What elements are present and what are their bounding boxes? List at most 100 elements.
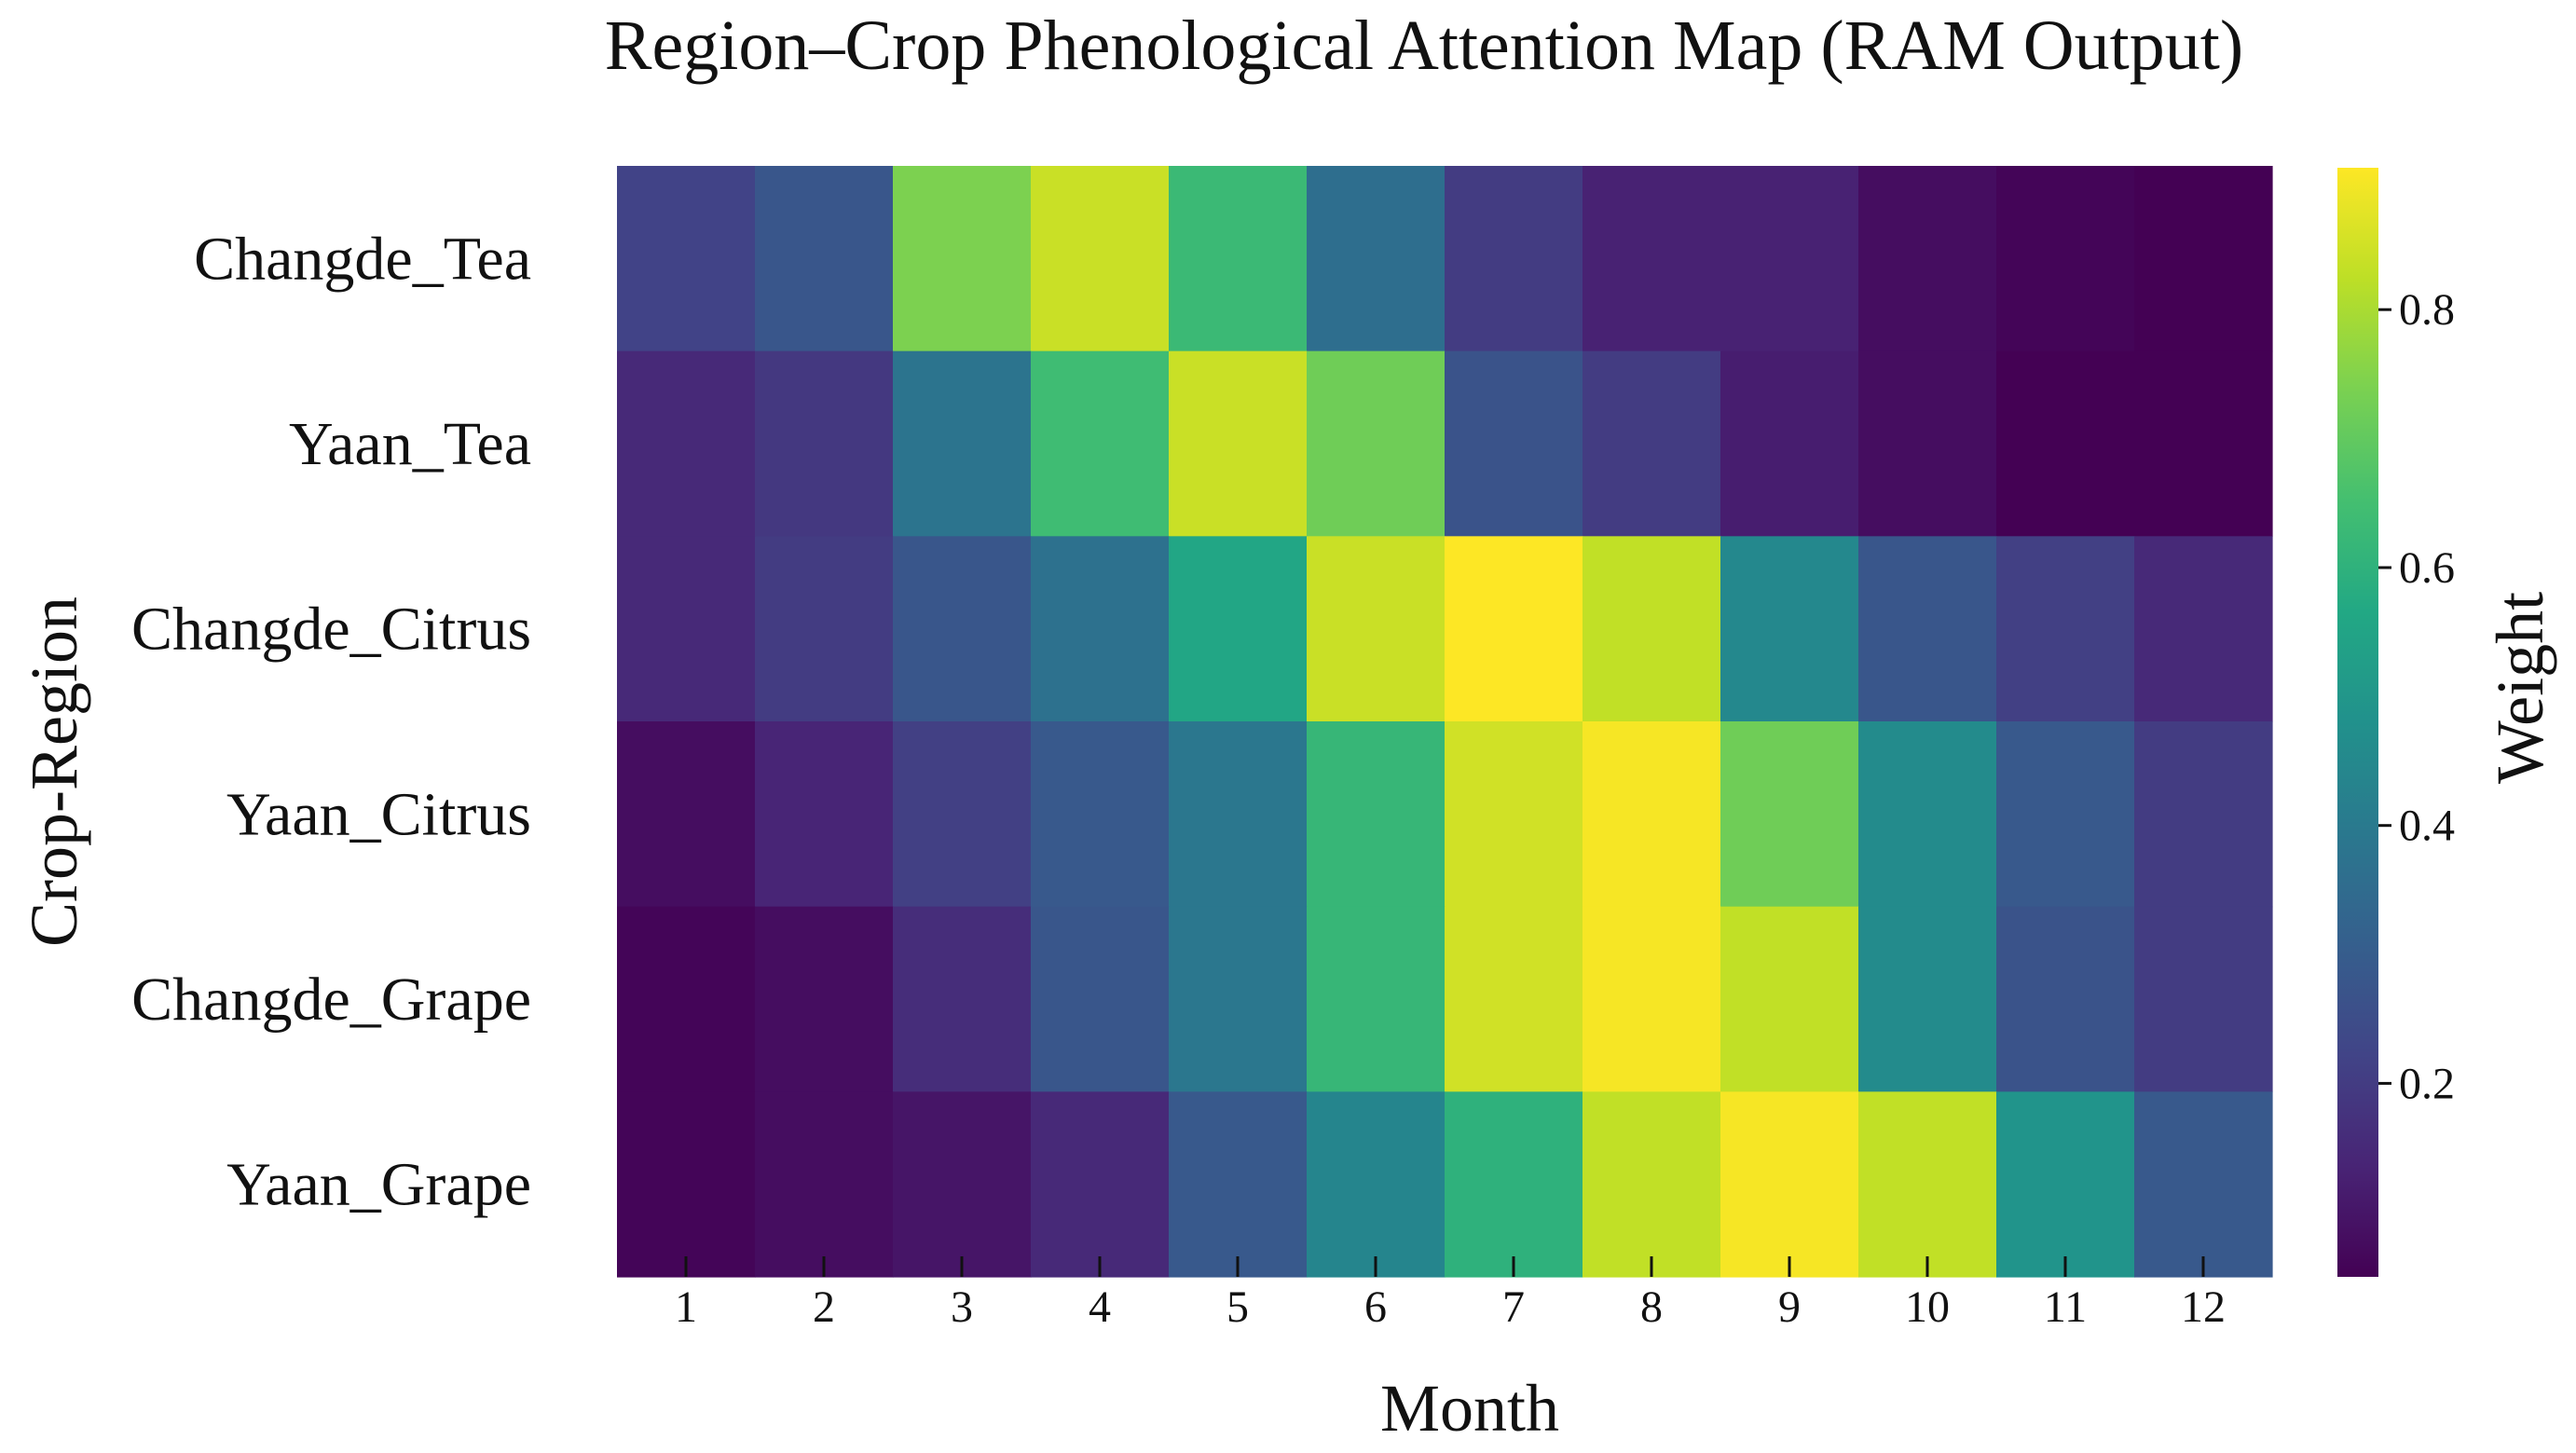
colorbar-tick-label: 0.4 [2399, 802, 2455, 851]
x-tick-label: 8 [1640, 1282, 1663, 1332]
heatmap-cell [1996, 536, 2135, 722]
heatmap-cells [617, 166, 2273, 1278]
heatmap-cell [893, 1091, 1032, 1278]
heatmap-cell [1307, 166, 1446, 352]
heatmap-cell [1583, 536, 1721, 722]
x-tick-label: 10 [1905, 1282, 1950, 1332]
chart-title: Region–Crop Phenological Attention Map (… [605, 7, 2243, 85]
heatmap-cell [1996, 906, 2135, 1092]
colorbar-label: Weight [2483, 592, 2557, 784]
heatmap-cell [1169, 350, 1308, 537]
x-tick-label: 6 [1364, 1282, 1387, 1332]
heatmap-cell [1720, 1091, 1859, 1278]
heatmap-cell [1031, 906, 1170, 1092]
x-tick-label: 12 [2181, 1282, 2226, 1332]
x-tick-label: 1 [675, 1282, 697, 1332]
heatmap-cell [1031, 350, 1170, 537]
y-tick-labels: Changde_Tea Yaan_Tea Changde_Citrus Yaan_Ci… [131, 225, 531, 1218]
heatmap-cell [1169, 721, 1308, 908]
heatmap-cell [1169, 536, 1308, 722]
heatmap-cell [617, 536, 756, 722]
heatmap-cell [1169, 166, 1308, 352]
heatmap-cell [1583, 721, 1721, 908]
heatmap-cell [755, 536, 894, 722]
y-tick-label: Yaan_Citrus [226, 780, 531, 848]
heatmap-cell [1307, 1091, 1446, 1278]
y-tick-label: Changde_Grape [131, 966, 531, 1034]
heatmap-cell [1996, 166, 2135, 352]
heatmap-cell [1720, 906, 1859, 1092]
heatmap-cell [1307, 721, 1446, 908]
heatmap-cell [1307, 906, 1446, 1092]
y-axis-label: Crop-Region [17, 596, 91, 947]
colorbar-tick-label: 0.6 [2399, 543, 2455, 593]
x-tick-label: 5 [1226, 1282, 1249, 1332]
heatmap-cell [755, 350, 894, 537]
heatmap-cell [1307, 536, 1446, 722]
heatmap-cell [755, 166, 894, 352]
heatmap-cell [755, 721, 894, 908]
heatmap-cell [1445, 721, 1583, 908]
colorbar [2337, 168, 2378, 1277]
heatmap-cell [1858, 721, 1997, 908]
heatmap-cell [1445, 166, 1583, 352]
y-tick-label: Yaan_Tea [289, 410, 531, 478]
x-tick-label: 4 [1089, 1282, 1111, 1332]
colorbar-ticks: 0.2 0.4 0.6 0.8 [2378, 285, 2455, 1108]
heatmap-cell [755, 906, 894, 1092]
heatmap-cell [1996, 1091, 2135, 1278]
heatmap-cell [617, 721, 756, 908]
heatmap-cell [1720, 536, 1859, 722]
heatmap-cell [1720, 721, 1859, 908]
x-tick-label: 3 [951, 1282, 973, 1332]
heatmap-cell [617, 906, 756, 1092]
heatmap-cell [1583, 1091, 1721, 1278]
heatmap-cell [1858, 536, 1997, 722]
heatmap-cell [1720, 350, 1859, 537]
y-tick-label: Yaan_Grape [226, 1151, 531, 1219]
y-tick-label: Changde_Citrus [131, 596, 531, 664]
heatmap-cell [2134, 721, 2273, 908]
heatmap-cell [755, 1091, 894, 1278]
heatmap-cell [617, 166, 756, 352]
heatmap-cell [1858, 166, 1997, 352]
heatmap-cell [1169, 1091, 1308, 1278]
x-tick-label: 2 [813, 1282, 835, 1332]
heatmap-cell [893, 166, 1032, 352]
heatmap-cell [1031, 536, 1170, 722]
heatmap-cell [1858, 1091, 1997, 1278]
heatmap-cell [617, 350, 756, 537]
heatmap-cell [1307, 350, 1446, 537]
heatmap-cell [1445, 1091, 1583, 1278]
heatmap-cell [1031, 1091, 1170, 1278]
heatmap-cell [1169, 906, 1308, 1092]
heatmap-cell [2134, 1091, 2273, 1278]
x-tick-label: 9 [1778, 1282, 1801, 1332]
heatmap-cell [2134, 166, 2273, 352]
heatmap-cell [2134, 536, 2273, 722]
y-tick-label: Changde_Tea [194, 225, 531, 293]
heatmap-cell [893, 721, 1032, 908]
colorbar-tick-label: 0.8 [2399, 285, 2455, 335]
heatmap-cell [1858, 350, 1997, 537]
heatmap-cell [2134, 350, 2273, 537]
heatmap-cell [617, 1091, 756, 1278]
x-tick-label: 7 [1502, 1282, 1525, 1332]
heatmap-cell [1996, 350, 2135, 537]
heatmap-cell [1583, 906, 1721, 1092]
heatmap-cell [893, 350, 1032, 537]
heatmap-cell [1445, 350, 1583, 537]
heatmap-cell [893, 906, 1032, 1092]
x-axis-label: Month [1380, 1371, 1559, 1446]
heatmap-cell [1445, 906, 1583, 1092]
heatmap-cell [1583, 166, 1721, 352]
heatmap-cell [1031, 721, 1170, 908]
x-ticks: 1 2 3 4 5 6 7 8 9 10 11 12 [675, 1256, 2226, 1332]
heatmap-cell [1996, 721, 2135, 908]
heatmap-cell [1445, 536, 1583, 722]
heatmap-cell [893, 536, 1032, 722]
heatmap-cell [1583, 350, 1721, 537]
heatmap-cell [1858, 906, 1997, 1092]
